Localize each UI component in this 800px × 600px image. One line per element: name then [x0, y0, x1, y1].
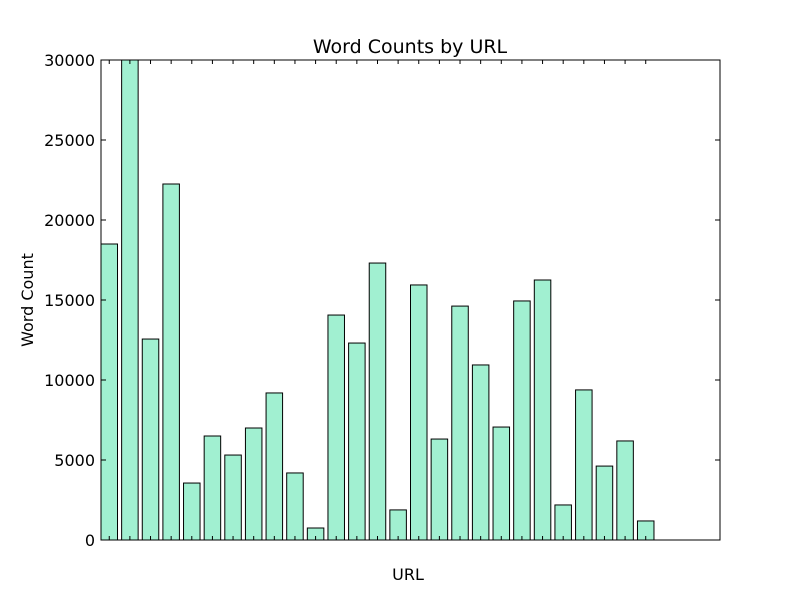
bar [244, 427, 263, 541]
bar [368, 262, 387, 541]
bar [348, 342, 366, 541]
bar [141, 338, 160, 541]
bar [471, 364, 490, 541]
bar [492, 426, 511, 541]
bar [100, 243, 119, 541]
bar [575, 389, 593, 541]
y-tick-label: 30000 [44, 51, 95, 70]
y-tick-label: 15000 [44, 291, 95, 310]
bar [451, 305, 469, 541]
bar [162, 183, 180, 541]
bar [513, 300, 531, 541]
plot-frame [100, 59, 721, 541]
y-tick-label: 25000 [44, 131, 95, 150]
bar [410, 284, 428, 541]
bar [616, 440, 634, 541]
y-tick-label: 5000 [54, 451, 95, 470]
bar [224, 454, 242, 541]
bar [554, 504, 572, 541]
chart-title: Word Counts by URL [313, 36, 508, 58]
bar [595, 465, 614, 541]
bar [327, 314, 345, 541]
bar [430, 438, 449, 541]
x-axis-label: URL [392, 565, 424, 584]
y-tick-label: 0 [85, 531, 95, 550]
bar [286, 472, 304, 541]
bar [265, 392, 284, 541]
bar [183, 482, 201, 541]
y-tick-label: 20000 [44, 211, 95, 230]
bar [533, 279, 552, 541]
bar [389, 509, 407, 541]
y-tick-label: 10000 [44, 371, 95, 390]
y-axis-label: Word Count [18, 253, 37, 347]
bar [121, 59, 139, 541]
bar [203, 435, 222, 541]
